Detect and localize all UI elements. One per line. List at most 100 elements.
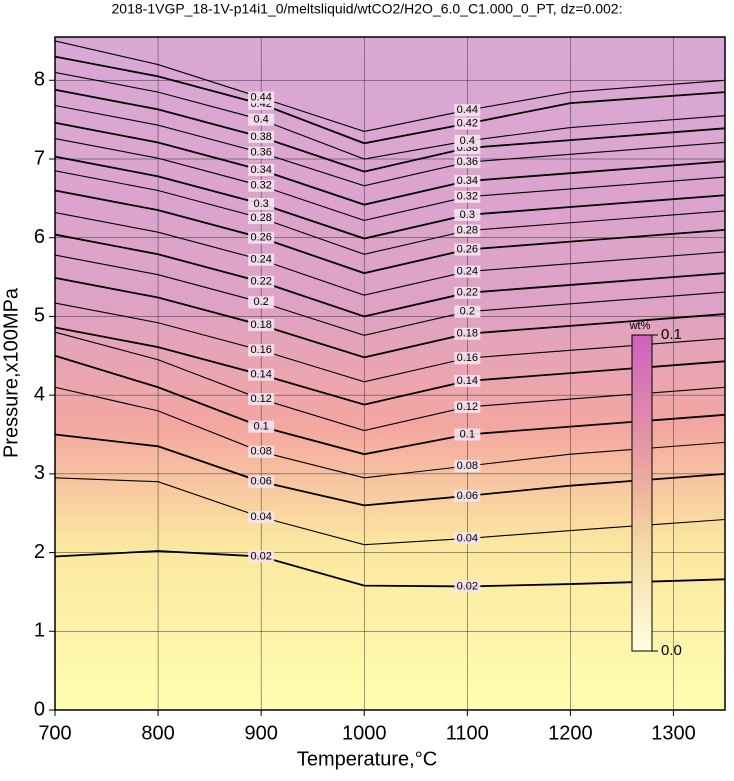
colorbar-tick-label: 0.0 — [661, 642, 682, 659]
y-tick-label: 6 — [34, 226, 45, 248]
contour-label: 0.42 — [457, 117, 478, 129]
contour-label-bg — [248, 164, 275, 177]
contour-label-bg — [454, 459, 481, 472]
contour-label: 0.1 — [460, 428, 475, 440]
x-tick-label: 800 — [141, 722, 174, 744]
colorbar-tick-label: 0.1 — [661, 326, 682, 343]
contour-label: 0.4 — [460, 135, 475, 147]
contour-label-bg — [248, 296, 275, 309]
contour-label: 0.4 — [254, 114, 269, 126]
contour-label: 0.3 — [254, 198, 269, 210]
contour-line — [54, 170, 726, 255]
contour-label: 0.36 — [250, 147, 271, 159]
contour-label-bg — [454, 428, 481, 441]
contour-label-bg — [454, 265, 481, 278]
y-tick-label: 1 — [34, 620, 45, 642]
contour-label: 0.22 — [457, 287, 478, 299]
contour-label: 0.32 — [457, 191, 478, 203]
contour-label-bg — [454, 305, 481, 318]
colorbar-label: wt% — [629, 320, 651, 332]
contour-line — [54, 433, 726, 507]
contour-line — [54, 477, 726, 546]
contour-label-bg — [454, 156, 481, 169]
contour-label: 0.2 — [254, 296, 269, 308]
contour-label: 0.18 — [250, 319, 271, 331]
y-tick-label: 4 — [34, 383, 45, 405]
contour-line — [54, 254, 726, 336]
contour-label-bg — [248, 275, 275, 288]
contour-label: 0.1 — [254, 421, 269, 433]
contour-label: 0.12 — [250, 393, 271, 405]
contour-label: 0.3 — [460, 209, 475, 221]
contour-label-bg — [248, 91, 275, 104]
contour-label: 0.34 — [250, 164, 271, 176]
contour-label: 0.14 — [250, 369, 271, 381]
contour-line — [54, 189, 726, 275]
contour-label-bg — [454, 532, 481, 545]
contour-line — [54, 104, 726, 187]
contour-label-bg — [454, 327, 481, 340]
contour-label: 0.06 — [250, 476, 271, 488]
contour-label-bg — [454, 224, 481, 237]
contour-label: 0.24 — [250, 254, 271, 266]
contour-label: 0.32 — [250, 180, 271, 192]
contour-line — [54, 331, 726, 432]
y-tick-label: 2 — [34, 541, 45, 563]
contour-line — [54, 550, 726, 588]
contour-label: 0.06 — [457, 490, 478, 502]
contour-line — [54, 276, 726, 359]
contour-line — [54, 138, 726, 221]
contour-label-bg — [248, 550, 275, 563]
contour-label: 0.34 — [457, 175, 478, 187]
contour-label-bg — [248, 231, 275, 244]
contour-label-bg — [454, 208, 481, 221]
contour-label-bg — [454, 352, 481, 365]
contour-label: 0.26 — [457, 243, 478, 255]
contour-line — [54, 155, 726, 240]
contour-line — [54, 211, 726, 296]
contour-label-bg — [454, 489, 481, 502]
contour-line — [54, 121, 726, 206]
contour-label-bg — [454, 190, 481, 203]
contour-label-bg — [248, 319, 275, 332]
contour-label: 0.2 — [460, 306, 475, 318]
contour-label: 0.04 — [457, 532, 478, 544]
contour-label: 0.18 — [457, 328, 478, 340]
y-tick-label: 7 — [34, 147, 45, 169]
y-tick-label: 8 — [34, 69, 45, 91]
contour-label-bg — [248, 445, 275, 458]
contour-label-bg — [454, 134, 481, 147]
contour-label-bg — [248, 197, 275, 210]
chart-title: 2018-1VGP_18-1V-p14i1_0/meltsliquid/wtCO… — [112, 1, 623, 17]
x-tick-label: 900 — [244, 722, 277, 744]
contour-label-bg — [248, 146, 275, 159]
contour-label-bg — [454, 374, 481, 387]
contour-line — [54, 354, 726, 456]
contour-label-bg — [248, 130, 275, 143]
contour-label-bg — [454, 104, 481, 117]
contour-label-bg — [454, 117, 481, 130]
contour-line — [54, 71, 726, 160]
contour-line — [54, 326, 726, 406]
contour-label: 0.02 — [250, 550, 271, 562]
y-tick-label: 0 — [34, 698, 45, 720]
y-tick-label: 5 — [34, 305, 45, 327]
contour-label-bg — [248, 393, 275, 406]
contour-label: 0.14 — [457, 375, 478, 387]
contour-label: 0.02 — [457, 580, 478, 592]
contour-label-bg — [248, 475, 275, 488]
contour-line — [54, 88, 726, 173]
contour-label: 0.44 — [457, 104, 478, 116]
contour-label: 0.28 — [457, 225, 478, 237]
contour-label-bg — [454, 175, 481, 188]
contour-label: 0.38 — [250, 131, 271, 143]
x-tick-label: 700 — [38, 722, 71, 744]
x-tick-label: 1300 — [651, 722, 696, 744]
contour-label-bg — [248, 511, 275, 524]
y-axis-label: Pressure,x100MPa — [0, 287, 22, 458]
contour-label-bg — [454, 400, 481, 413]
contour-label: 0.08 — [250, 446, 271, 458]
colorbar — [631, 334, 653, 652]
contour-label: 0.16 — [250, 344, 271, 356]
